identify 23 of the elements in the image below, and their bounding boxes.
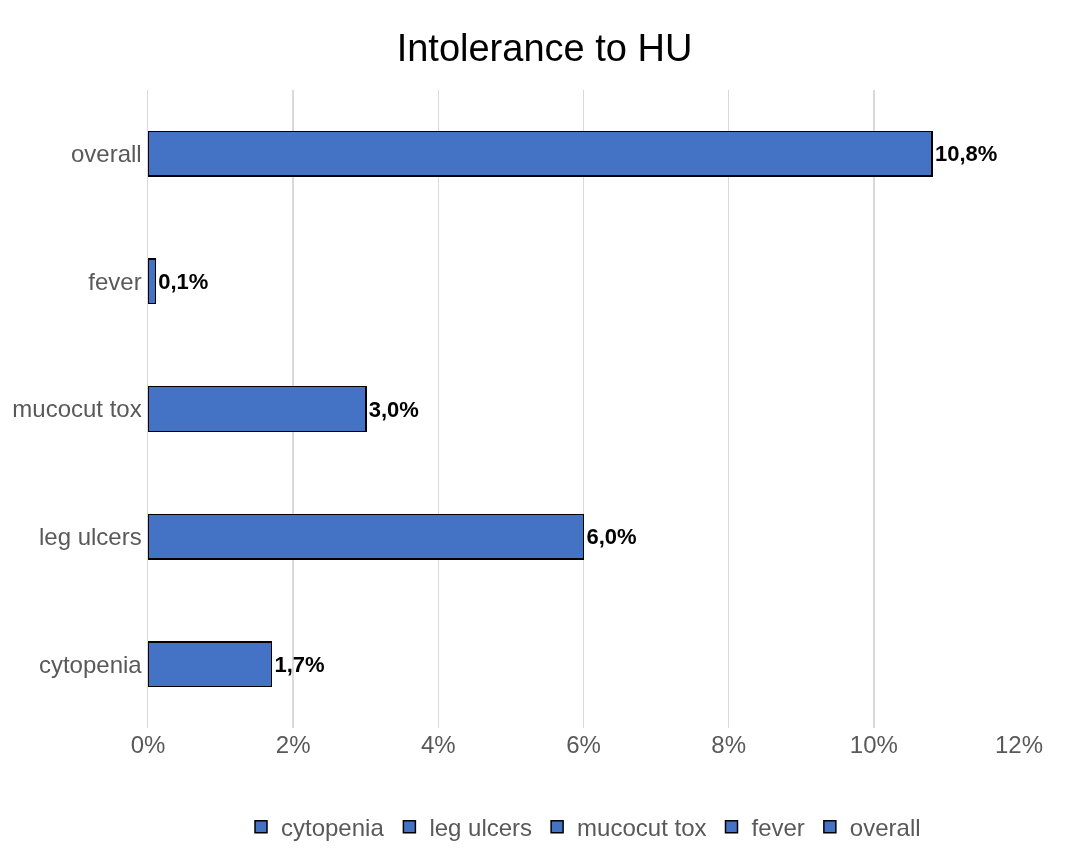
y-tick-label: mucocut tox — [12, 395, 142, 423]
y-tick-label: leg ulcers — [38, 523, 142, 550]
data-label: 10,8% — [934, 141, 998, 167]
y-tick-label: cytopenia — [38, 650, 143, 678]
y-tick-label: fever — [88, 267, 142, 295]
legend-label: mucocut tox — [577, 814, 707, 842]
x-tick-label: 2% — [275, 731, 311, 758]
chart-title: Intolerance to HU — [396, 27, 693, 70]
x-tick-label: 0% — [130, 731, 166, 758]
legend-label: cytopenia — [281, 814, 385, 842]
x-tick-label: 4% — [420, 731, 456, 758]
x-tick-label: 6% — [566, 731, 601, 758]
x-tick-label: 10% — [849, 731, 898, 758]
data-label: 3,0% — [368, 396, 419, 422]
data-label: 0,1% — [158, 268, 209, 294]
x-tick-label: 8% — [711, 731, 747, 758]
legend-label: leg ulcers — [429, 814, 533, 842]
y-tick-label: overall — [71, 140, 142, 168]
data-label: 6,0% — [586, 524, 637, 550]
legend-label: fever — [751, 814, 805, 842]
data-label: 1,7% — [274, 651, 325, 677]
x-tick-label: 12% — [994, 731, 1044, 758]
legend-label: overall — [849, 814, 921, 842]
